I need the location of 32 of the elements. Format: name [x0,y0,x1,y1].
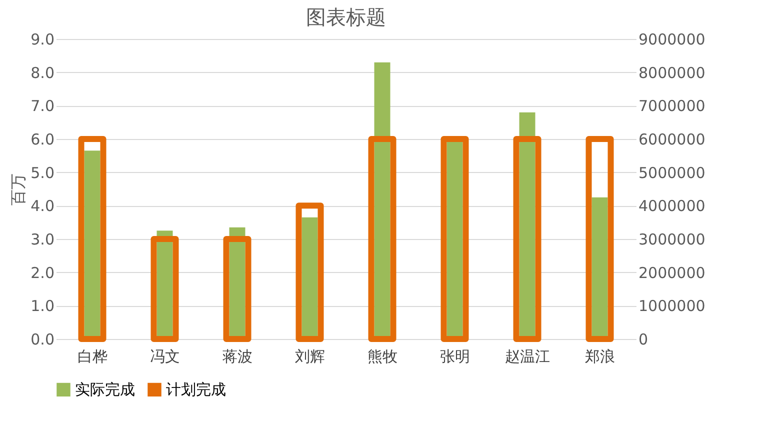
y2-tick-label: 5000000 [638,164,706,182]
y-tick-label: 5.0 [30,164,54,182]
y-tick-label: 7.0 [30,97,54,116]
y-tick-label: 2.0 [30,264,54,282]
y2-tick-label: 6000000 [638,130,706,148]
y2-tick-label: 9000000 [638,30,706,48]
y2-tick-label: 8000000 [638,64,706,82]
y2-tick-label: 1000000 [638,297,706,316]
x-tick-label: 郑浪 [584,348,615,366]
y-axis-title: 百万 [8,174,28,206]
x-tick-label: 赵温江 [504,348,550,366]
x-tick-label: 冯文 [150,348,180,366]
y2-tick-label: 0 [638,330,648,348]
x-tick-label: 蒋波 [222,348,252,366]
y2-tick-label: 3000000 [638,230,706,248]
y2-tick-label: 7000000 [638,97,706,116]
y2-tick-label: 2000000 [638,264,706,282]
legend-label: 实际完成 [75,380,135,399]
legend-label: 计划完成 [166,380,226,399]
y-tick-label: 8.0 [30,64,54,82]
x-tick-label: 白桦 [77,348,108,366]
chart-title: 图表标题 [306,5,386,29]
y-tick-label: 6.0 [30,130,54,148]
x-tick-label: 张明 [440,348,470,366]
y-tick-label: 9.0 [30,30,54,48]
y-tick-label: 0.0 [30,330,54,348]
y-tick-label: 4.0 [30,197,54,216]
y-tick-label: 1.0 [30,297,54,316]
x-tick-label: 熊牧 [367,348,398,366]
y-tick-label: 3.0 [30,230,54,248]
y2-tick-label: 4000000 [638,197,706,216]
x-tick-label: 刘辉 [294,348,325,366]
